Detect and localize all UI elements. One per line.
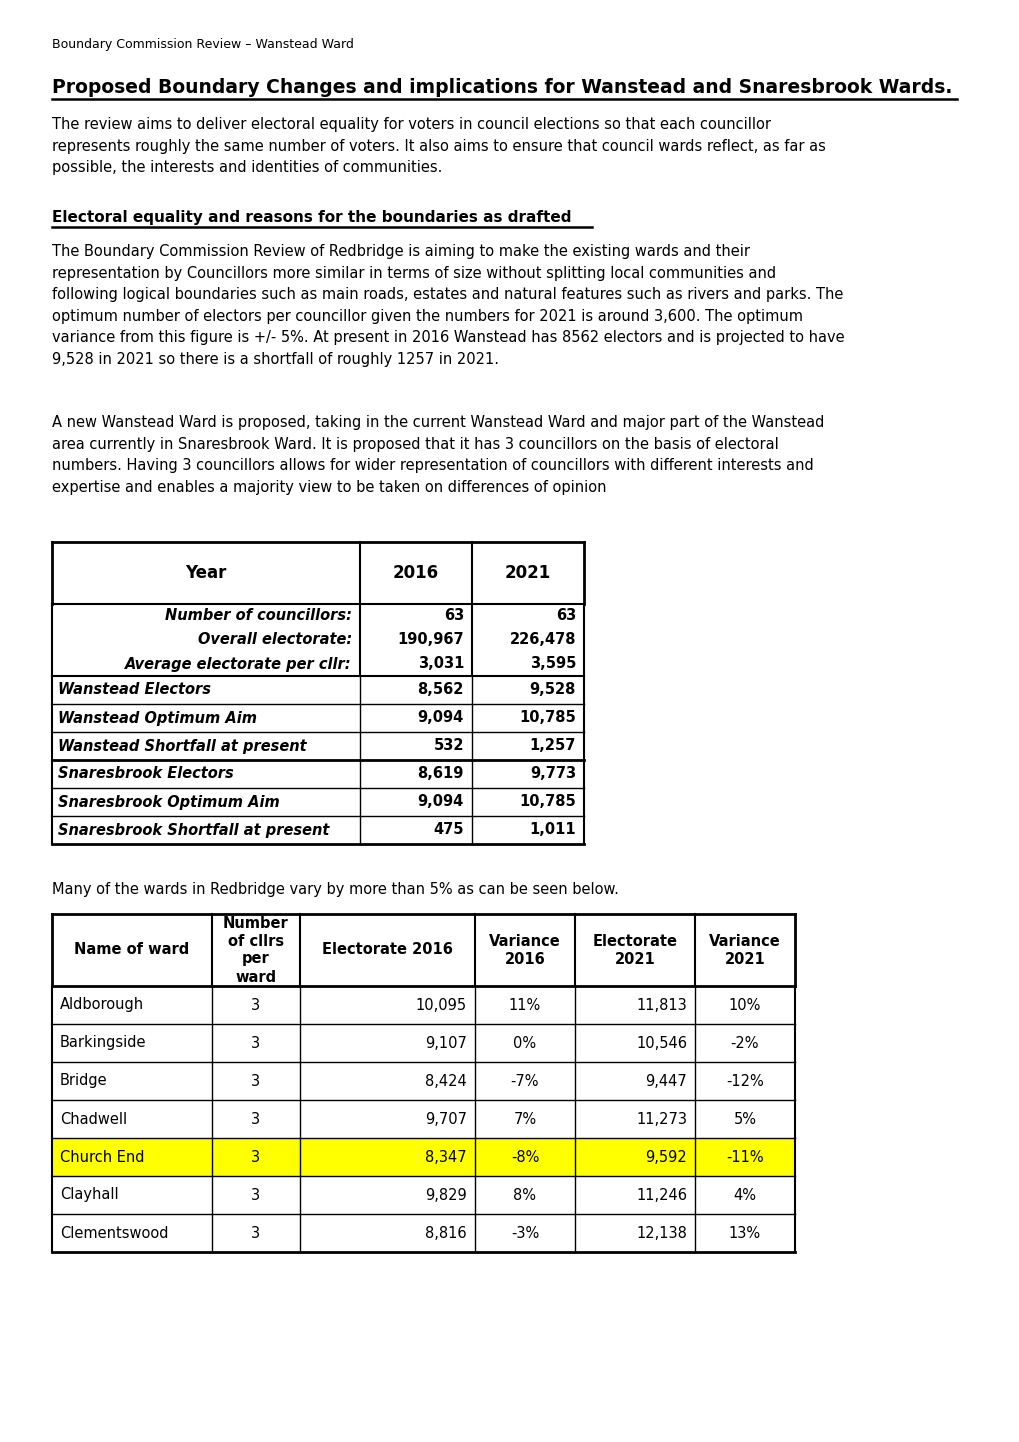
Text: Average electorate per cllr:: Average electorate per cllr: bbox=[125, 656, 352, 672]
Text: 2016: 2016 bbox=[392, 564, 438, 583]
Text: The Boundary Commission Review of Redbridge is aiming to make the existing wards: The Boundary Commission Review of Redbri… bbox=[52, 244, 844, 368]
Text: 8,562: 8,562 bbox=[417, 682, 464, 698]
Text: -3%: -3% bbox=[511, 1226, 539, 1240]
Text: Electorate 2016: Electorate 2016 bbox=[322, 943, 452, 957]
Bar bbox=[52, 1214, 794, 1252]
Text: 5%: 5% bbox=[733, 1112, 756, 1126]
Text: 475: 475 bbox=[433, 822, 464, 838]
Text: Bridge: Bridge bbox=[60, 1073, 108, 1089]
Text: 10%: 10% bbox=[729, 998, 760, 1012]
Text: Wanstead Shortfall at present: Wanstead Shortfall at present bbox=[58, 738, 307, 754]
Text: Electoral equality and reasons for the boundaries as drafted: Electoral equality and reasons for the b… bbox=[52, 211, 571, 225]
Text: 9,094: 9,094 bbox=[418, 795, 464, 809]
Text: 9,592: 9,592 bbox=[645, 1149, 687, 1165]
Text: 9,528: 9,528 bbox=[529, 682, 576, 698]
Text: 3: 3 bbox=[252, 1073, 260, 1089]
Text: Snaresbrook Electors: Snaresbrook Electors bbox=[58, 767, 233, 782]
Text: Wanstead Electors: Wanstead Electors bbox=[58, 682, 211, 698]
Text: Electorate
2021: Electorate 2021 bbox=[592, 933, 677, 966]
Text: Overall electorate:: Overall electorate: bbox=[198, 633, 352, 647]
Text: 1,011: 1,011 bbox=[529, 822, 576, 838]
Text: 10,785: 10,785 bbox=[519, 795, 576, 809]
Text: Name of ward: Name of ward bbox=[74, 943, 190, 957]
Text: 3,595: 3,595 bbox=[529, 656, 576, 672]
Text: Year: Year bbox=[185, 564, 226, 583]
Text: -8%: -8% bbox=[511, 1149, 539, 1165]
Text: 12,138: 12,138 bbox=[636, 1226, 687, 1240]
Text: A new Wanstead Ward is proposed, taking in the current Wanstead Ward and major p: A new Wanstead Ward is proposed, taking … bbox=[52, 415, 823, 495]
Text: 9,094: 9,094 bbox=[418, 711, 464, 725]
Text: 3: 3 bbox=[252, 1112, 260, 1126]
Text: 1,257: 1,257 bbox=[529, 738, 576, 754]
Text: 190,967: 190,967 bbox=[397, 633, 464, 647]
Text: Number of councillors:: Number of councillors: bbox=[165, 609, 352, 623]
Bar bbox=[52, 1177, 794, 1214]
Text: -11%: -11% bbox=[726, 1149, 763, 1165]
Bar bbox=[52, 986, 794, 1024]
Bar bbox=[52, 1100, 794, 1138]
Text: The review aims to deliver electoral equality for voters in council elections so: The review aims to deliver electoral equ… bbox=[52, 117, 825, 174]
Text: Many of the wards in Redbridge vary by more than 5% as can be seen below.: Many of the wards in Redbridge vary by m… bbox=[52, 883, 619, 897]
Text: 8,816: 8,816 bbox=[425, 1226, 467, 1240]
Text: 11%: 11% bbox=[508, 998, 541, 1012]
Text: 3: 3 bbox=[252, 1188, 260, 1203]
Text: 226,478: 226,478 bbox=[510, 633, 576, 647]
Text: 8,347: 8,347 bbox=[425, 1149, 467, 1165]
Text: 532: 532 bbox=[433, 738, 464, 754]
Text: -7%: -7% bbox=[511, 1073, 539, 1089]
Text: 9,447: 9,447 bbox=[645, 1073, 687, 1089]
Bar bbox=[52, 914, 794, 986]
Bar bbox=[52, 1061, 794, 1100]
Bar bbox=[52, 1024, 794, 1061]
Text: 3,031: 3,031 bbox=[417, 656, 464, 672]
Text: 11,246: 11,246 bbox=[636, 1188, 687, 1203]
Text: 63: 63 bbox=[443, 609, 464, 623]
Text: Clayhall: Clayhall bbox=[60, 1188, 118, 1203]
Text: 7%: 7% bbox=[513, 1112, 536, 1126]
Text: 9,829: 9,829 bbox=[425, 1188, 467, 1203]
Text: Snaresbrook Optimum Aim: Snaresbrook Optimum Aim bbox=[58, 795, 279, 809]
Text: Church End: Church End bbox=[60, 1149, 145, 1165]
Text: 10,095: 10,095 bbox=[416, 998, 467, 1012]
Text: -2%: -2% bbox=[730, 1035, 758, 1051]
Text: Chadwell: Chadwell bbox=[60, 1112, 127, 1126]
Text: Barkingside: Barkingside bbox=[60, 1035, 147, 1051]
Text: 63: 63 bbox=[555, 609, 576, 623]
Text: Clementswood: Clementswood bbox=[60, 1226, 168, 1240]
Text: Snaresbrook Shortfall at present: Snaresbrook Shortfall at present bbox=[58, 822, 329, 838]
Text: 8,424: 8,424 bbox=[425, 1073, 467, 1089]
Text: 0%: 0% bbox=[513, 1035, 536, 1051]
Text: 9,107: 9,107 bbox=[425, 1035, 467, 1051]
Text: 2021: 2021 bbox=[504, 564, 550, 583]
Text: Number
of cllrs
per
ward: Number of cllrs per ward bbox=[223, 916, 288, 985]
Text: Variance
2016: Variance 2016 bbox=[489, 933, 560, 966]
Text: 11,813: 11,813 bbox=[636, 998, 687, 1012]
Text: 3: 3 bbox=[252, 1149, 260, 1165]
Text: 11,273: 11,273 bbox=[636, 1112, 687, 1126]
Text: 3: 3 bbox=[252, 998, 260, 1012]
Text: 8,619: 8,619 bbox=[417, 767, 464, 782]
Text: Aldborough: Aldborough bbox=[60, 998, 144, 1012]
Text: 9,707: 9,707 bbox=[425, 1112, 467, 1126]
Text: 13%: 13% bbox=[729, 1226, 760, 1240]
Text: 8%: 8% bbox=[513, 1188, 536, 1203]
Text: Variance
2021: Variance 2021 bbox=[708, 933, 781, 966]
Text: 9,773: 9,773 bbox=[529, 767, 576, 782]
Text: 10,546: 10,546 bbox=[636, 1035, 687, 1051]
Text: 4%: 4% bbox=[733, 1188, 756, 1203]
Text: -12%: -12% bbox=[726, 1073, 763, 1089]
Bar bbox=[52, 1138, 794, 1177]
Text: Boundary Commission Review – Wanstead Ward: Boundary Commission Review – Wanstead Wa… bbox=[52, 37, 354, 50]
Text: Proposed Boundary Changes and implications for Wanstead and Snaresbrook Wards.: Proposed Boundary Changes and implicatio… bbox=[52, 78, 952, 97]
Text: Wanstead Optimum Aim: Wanstead Optimum Aim bbox=[58, 711, 257, 725]
Text: 3: 3 bbox=[252, 1226, 260, 1240]
Text: 3: 3 bbox=[252, 1035, 260, 1051]
Text: 10,785: 10,785 bbox=[519, 711, 576, 725]
